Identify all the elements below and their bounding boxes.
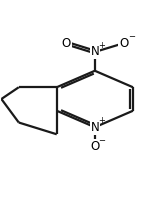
Text: N: N (90, 46, 99, 58)
Text: O: O (119, 37, 128, 50)
Text: −: − (99, 136, 106, 145)
Text: N: N (90, 121, 99, 134)
Text: +: + (98, 41, 105, 50)
Text: O: O (62, 37, 71, 50)
Text: +: + (98, 116, 105, 125)
Text: O: O (90, 140, 99, 153)
Text: −: − (128, 32, 135, 41)
